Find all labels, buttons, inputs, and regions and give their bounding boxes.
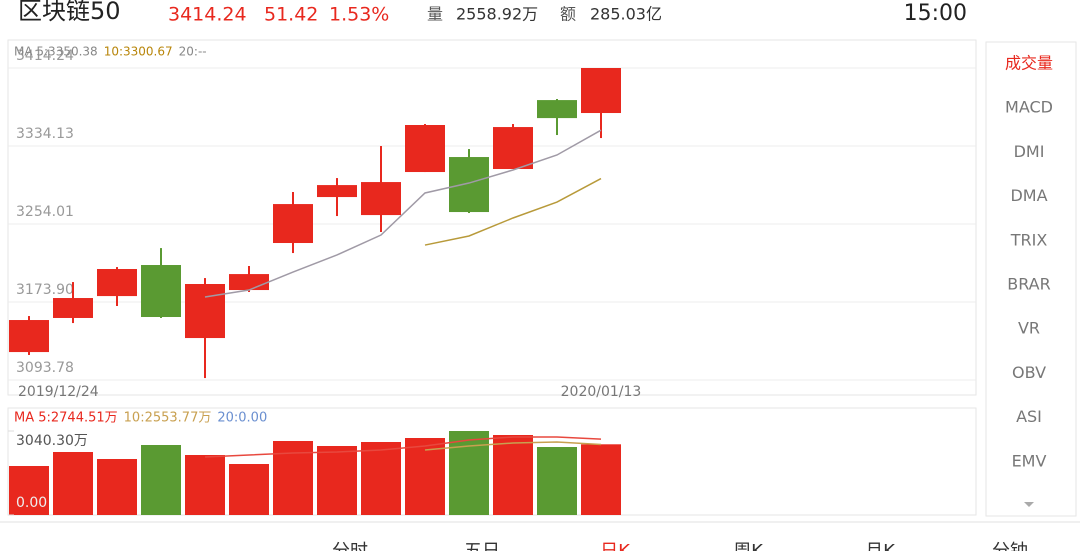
candle-body [53, 298, 93, 318]
vol-ma10-line [424, 441, 602, 451]
volume-bar [229, 464, 269, 515]
y-tick-label: 0.00 [16, 495, 47, 511]
volume-bar [317, 446, 357, 515]
date-label: 2019/12/24 [18, 384, 99, 400]
candle-body [493, 127, 533, 170]
price-panel [7, 39, 977, 396]
volume-bar [537, 447, 577, 515]
ma-legend: 20:-- [179, 45, 207, 59]
y-tick-label: 3093.78 [16, 360, 74, 376]
candle-body [361, 182, 401, 216]
amount: 285.03亿 [590, 5, 662, 24]
indicator-item[interactable]: VR [1018, 319, 1040, 338]
indicator-panel [985, 41, 1077, 517]
indicator-item[interactable]: OBV [1012, 363, 1046, 382]
vol-ma-legend: 20:0.00 [217, 411, 267, 426]
candle-body [537, 100, 577, 119]
volume-bar [97, 459, 137, 515]
candle-body [229, 274, 269, 291]
volume-bar [405, 438, 445, 515]
tab[interactable]: 分钟 [992, 541, 1028, 555]
volume-bar [581, 444, 621, 515]
candle-body [9, 320, 49, 353]
volume-bar [141, 445, 181, 515]
volume-panel [7, 407, 977, 516]
candle-body [97, 269, 137, 297]
candle-body [141, 265, 181, 318]
y-tick-label: 3334.13 [16, 126, 74, 142]
tab[interactable]: 周K [733, 541, 764, 555]
indicator-item[interactable]: 成交量 [1005, 54, 1053, 73]
tab[interactable]: 五日 [464, 541, 500, 555]
volume-bar [53, 452, 93, 515]
candle-body [185, 284, 225, 339]
time: 15:00 [904, 1, 967, 26]
vol-ma-legend: MA 5:2744.51万 [14, 411, 118, 426]
ma10-line [424, 177, 602, 246]
index-name: 区块链50 [18, 0, 121, 25]
y-tick-label: 3173.90 [16, 282, 74, 298]
indicator-item[interactable]: EMV [1012, 451, 1047, 470]
change-pct: 1.53% [329, 4, 389, 26]
tab[interactable]: 日K [600, 541, 631, 555]
indicator-item[interactable]: DMI [1014, 142, 1045, 161]
y-tick-label: 3040.30万 [16, 433, 88, 449]
volume-bar [361, 442, 401, 515]
candle-body [405, 125, 445, 173]
volume-label: 量 [427, 5, 443, 24]
tab[interactable]: 分时 [332, 541, 368, 555]
more-arrow[interactable] [1024, 502, 1034, 507]
volume: 2558.92万 [456, 5, 538, 24]
indicator-item[interactable]: MACD [1005, 98, 1053, 117]
indicator-item[interactable]: BRAR [1007, 275, 1051, 294]
tab[interactable]: 月K [865, 541, 896, 555]
change: 51.42 [264, 4, 318, 26]
candle-body [449, 157, 489, 213]
indicator-item[interactable]: DMA [1010, 186, 1047, 205]
ma5-line [204, 129, 602, 298]
volume-bar [449, 431, 489, 515]
ma-legend: 10:3300.67 [104, 45, 173, 59]
volume-bar [9, 466, 49, 515]
volume-bar [185, 455, 225, 515]
indicator-item[interactable]: TRIX [1010, 230, 1048, 249]
date-label: 2020/01/13 [561, 384, 642, 400]
candle-body [317, 185, 357, 198]
candle-body [273, 204, 313, 244]
y-tick-label: 3414.24 [16, 48, 74, 64]
vol-ma-legend: 10:2553.77万 [124, 411, 212, 426]
y-tick-label: 3254.01 [16, 204, 74, 220]
vol-ma5-line [204, 436, 602, 458]
amount-label: 额 [560, 5, 576, 24]
indicator-item[interactable]: ASI [1016, 407, 1042, 426]
volume-bar [493, 435, 533, 515]
candle-body [581, 68, 621, 114]
price: 3414.24 [168, 4, 247, 26]
ma-legend: MA 5:3350.38 [14, 45, 98, 59]
